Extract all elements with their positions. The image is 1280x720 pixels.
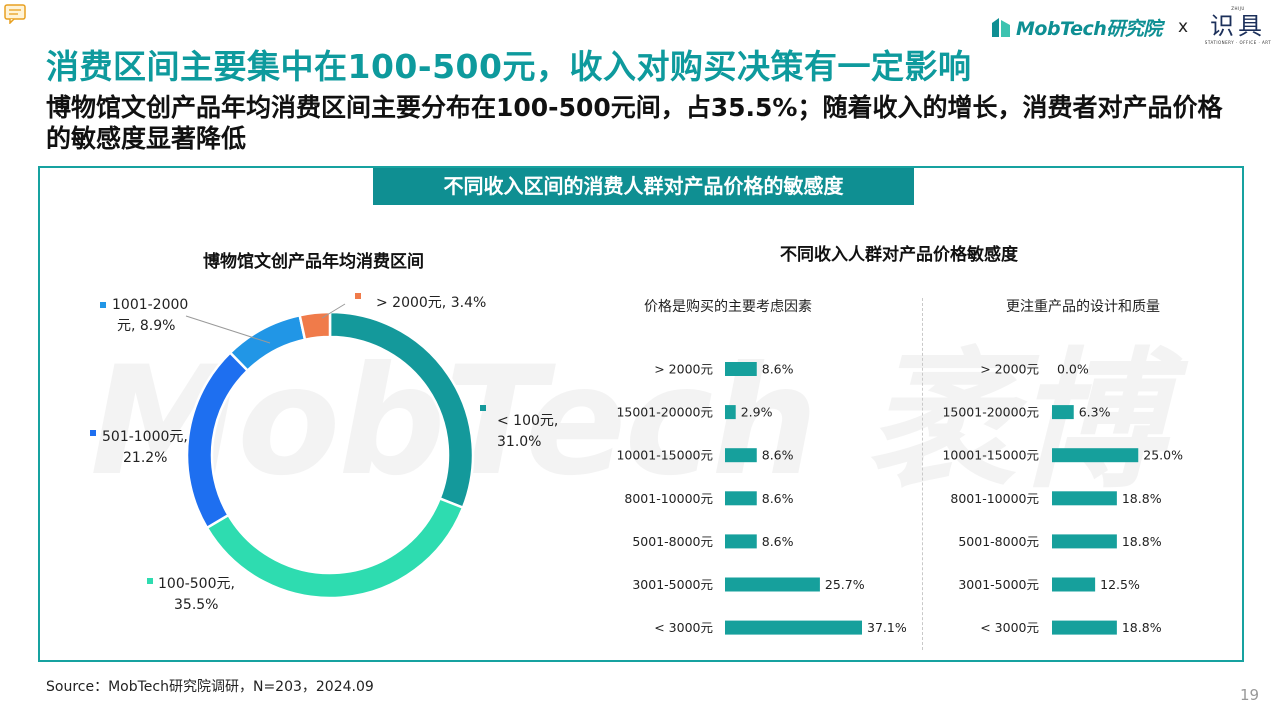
- bar: [725, 405, 736, 420]
- bar: [1052, 577, 1096, 592]
- donut-legend-marker: [147, 578, 153, 584]
- bar: [725, 577, 820, 592]
- donut-chart-title: 博物馆文创产品年均消费区间: [203, 252, 424, 272]
- mobtech-logo-icon: [992, 18, 1010, 37]
- bar-category-label: > 2000元: [654, 362, 713, 377]
- partner-tagline: STATIONERY · OFFICE · ART: [1204, 40, 1272, 45]
- bar-category-label: < 3000元: [654, 620, 713, 635]
- bar-category-label: 5001-8000元: [958, 534, 1039, 549]
- bar-category-label: 15001-20000元: [616, 405, 713, 420]
- panel-title: 不同收入区间的消费人群对产品价格的敏感度: [373, 168, 914, 205]
- donut-slice: [328, 310, 475, 510]
- bar-value-label: 8.6%: [762, 362, 794, 377]
- bar-value-label: 37.1%: [867, 620, 907, 635]
- donut-slice: [228, 313, 307, 373]
- bar-charts-title: 不同收入人群对产品价格敏感度: [780, 245, 1018, 265]
- bar-category-label: < 3000元: [980, 620, 1039, 635]
- donut-data-label: 501-1000元,: [102, 429, 188, 445]
- bar-value-label: 2.9%: [741, 405, 773, 420]
- donut-data-label: < 100元,: [497, 413, 558, 429]
- partner-logo: ZHIJU 识具 STATIONERY · OFFICE · ART: [1200, 6, 1276, 46]
- bar-category-label: 3001-5000元: [632, 577, 713, 592]
- bar-value-label: 18.8%: [1122, 534, 1162, 549]
- bar-category-label: 5001-8000元: [632, 534, 713, 549]
- bar: [725, 448, 757, 463]
- bar-category-label: 10001-15000元: [942, 448, 1039, 463]
- donut-data-label: > 2000元, 3.4%: [376, 295, 486, 311]
- bar: [1052, 491, 1117, 506]
- donut-leader-line: [185, 315, 271, 344]
- source-note: Source：MobTech研究院调研，N=203，2024.09: [46, 679, 374, 695]
- bar-category-label: 8001-10000元: [624, 491, 713, 506]
- bar: [1052, 620, 1117, 635]
- donut-data-label: 35.5%: [174, 597, 218, 613]
- bar-category-label: 10001-15000元: [616, 448, 713, 463]
- bar-category-label: 15001-20000元: [942, 405, 1039, 420]
- bar: [1052, 448, 1139, 463]
- donut-data-label: 21.2%: [123, 450, 167, 466]
- partner-small-text: ZHIJU: [1231, 6, 1245, 11]
- donut-legend-marker: [90, 430, 96, 436]
- bar-value-label: 6.3%: [1079, 405, 1111, 420]
- bar-category-label: > 2000元: [980, 362, 1039, 377]
- donut-slice: [205, 496, 465, 600]
- comment-icon[interactable]: [4, 4, 26, 24]
- bar-value-label: 12.5%: [1100, 577, 1140, 592]
- mobtech-logo: MobTech研究院: [990, 12, 1162, 42]
- donut-legend-marker: [100, 302, 106, 308]
- bar-category-label: 3001-5000元: [958, 577, 1039, 592]
- bar-value-label: 18.8%: [1122, 620, 1162, 635]
- bar-category-label: 8001-10000元: [950, 491, 1039, 506]
- page-number: 19: [1240, 686, 1260, 704]
- bar: [725, 534, 757, 549]
- bar-value-label: 18.8%: [1122, 491, 1162, 506]
- bar-value-label: 25.0%: [1143, 448, 1183, 463]
- chart-divider: [922, 298, 923, 650]
- donut-data-label: 100-500元,: [158, 576, 235, 592]
- bar-value-label: 8.6%: [762, 534, 794, 549]
- page-subtitle: 博物馆文创产品年均消费区间主要分布在100-500元间，占35.5%；随着收入的…: [46, 93, 1223, 153]
- bar-chart-1-subtitle: 价格是购买的主要考虑因素: [644, 299, 812, 315]
- bar: [1052, 405, 1074, 420]
- donut-slice: [185, 350, 250, 530]
- bar: [725, 362, 757, 376]
- collab-cross: x: [1178, 17, 1189, 37]
- page-title: 消费区间主要集中在100-500元，收入对购买决策有一定影响: [46, 47, 972, 86]
- brand-name: MobTech研究院: [1016, 17, 1162, 40]
- donut-legend-marker: [480, 405, 486, 411]
- chart-panel: [38, 166, 1244, 662]
- bar-value-label: 25.7%: [825, 577, 865, 592]
- donut-legend-marker: [355, 293, 361, 299]
- partner-name: 识具: [1210, 12, 1266, 40]
- donut-slice: [298, 310, 332, 342]
- bar-value-label: 8.6%: [762, 448, 794, 463]
- donut-data-label: 1001-2000: [112, 297, 188, 313]
- bar: [725, 491, 757, 506]
- bar-chart-2-subtitle: 更注重产品的设计和质量: [1006, 299, 1160, 315]
- watermark: MobTech 袤博: [90, 300, 1164, 517]
- donut-leader-line: [321, 303, 346, 319]
- bar: [1052, 534, 1117, 549]
- bar-value-label: 0.0%: [1057, 362, 1089, 377]
- bar: [725, 620, 862, 635]
- donut-data-label: 31.0%: [497, 434, 541, 450]
- donut-data-label: 元, 8.9%: [117, 318, 175, 334]
- bar-value-label: 8.6%: [762, 491, 794, 506]
